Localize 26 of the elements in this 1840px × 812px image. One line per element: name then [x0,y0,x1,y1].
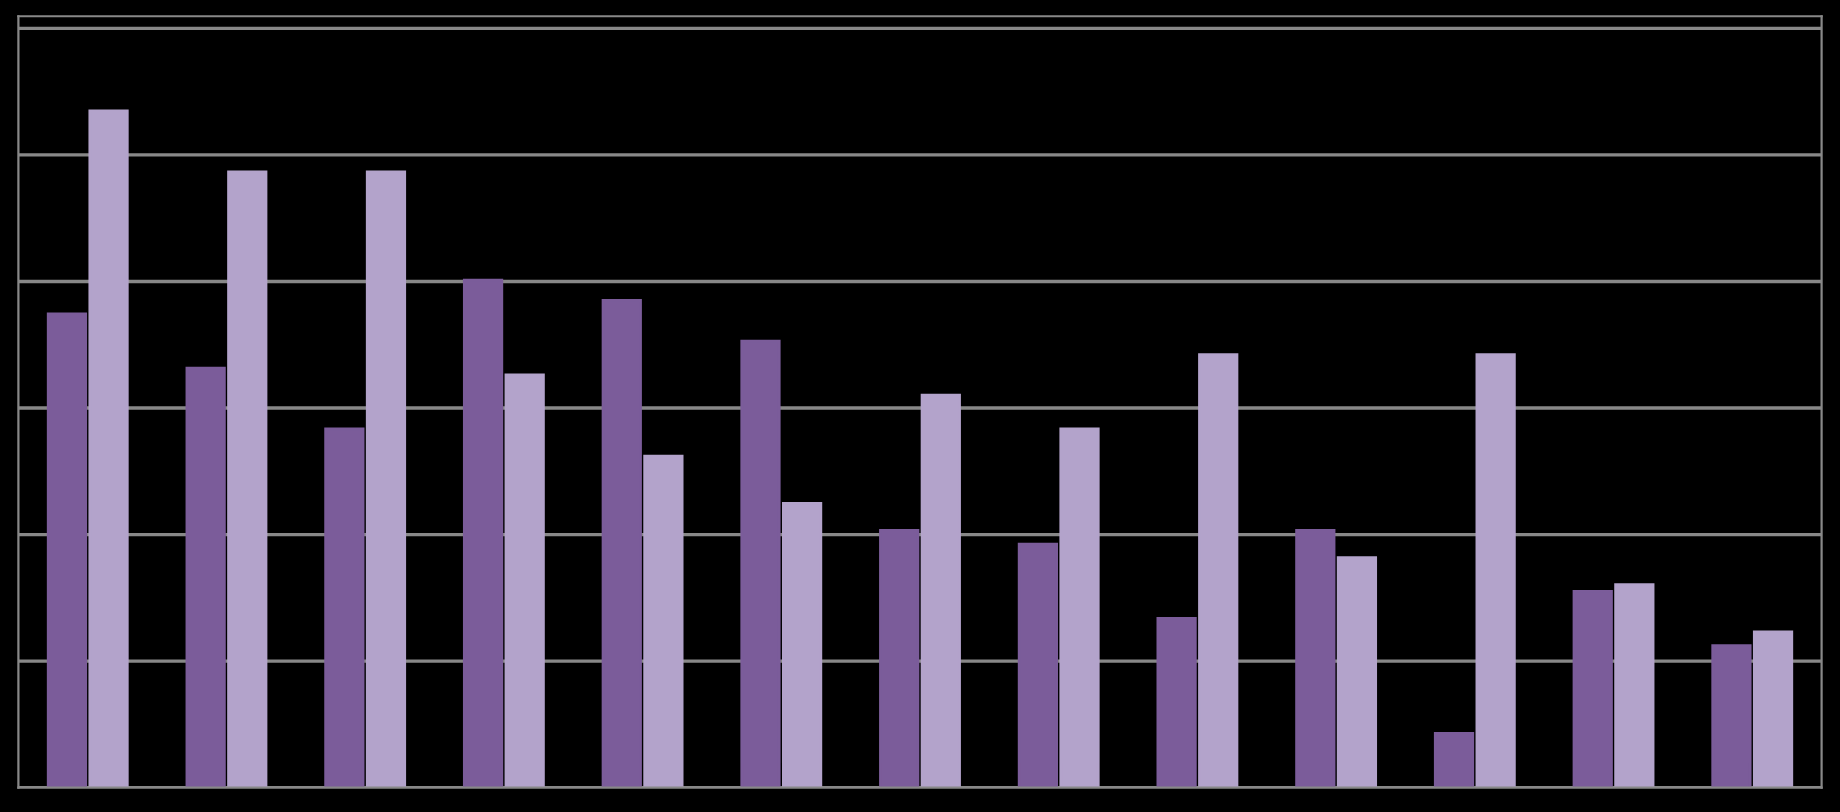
bar [324,427,365,788]
bar [365,170,407,788]
bar [1017,542,1059,788]
bar [1336,556,1378,788]
bar [643,454,684,788]
bar [1156,617,1197,788]
bar [740,339,781,788]
bar [879,529,920,788]
bar [227,170,268,788]
bar [781,502,823,788]
bar [1059,427,1100,788]
bar [1572,590,1613,788]
bar [185,366,226,788]
bar [1614,583,1655,788]
bar [1198,353,1239,788]
bar [601,299,642,788]
bar [1711,644,1752,788]
bar [88,109,129,788]
bar [1295,529,1336,788]
bar [462,278,504,788]
bar [46,312,88,788]
bar [920,393,961,788]
bar [1475,353,1516,788]
bar [1752,630,1794,788]
bar [1433,732,1475,788]
bar [504,373,545,788]
